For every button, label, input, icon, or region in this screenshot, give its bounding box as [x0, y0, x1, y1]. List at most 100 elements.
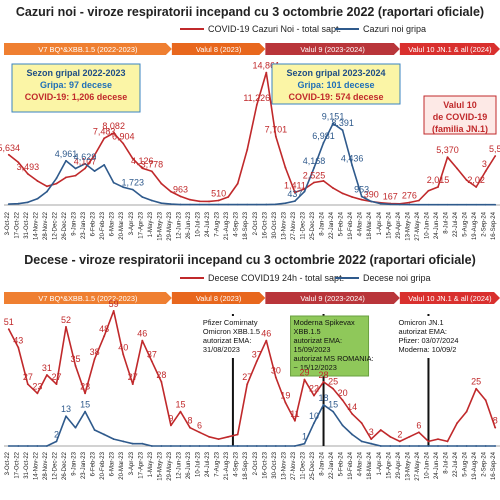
data-point-0 [255, 104, 258, 106]
x-tick-label: 2-Oct-23 [253, 211, 259, 235]
series-line-1 [8, 404, 496, 447]
data-point-1 [274, 203, 277, 206]
x-tick-label: 22-Jul-24 [453, 211, 459, 237]
data-point-1 [179, 203, 182, 206]
data-point-1 [131, 188, 134, 191]
data-point-1 [103, 433, 106, 436]
x-tick-label: 1-Apr-24 [377, 211, 383, 235]
data-label: 4,107 [74, 156, 97, 166]
data-point-0 [246, 148, 249, 151]
data-point-1 [389, 203, 392, 206]
data-point-0 [456, 422, 458, 424]
data-label: 11 [290, 409, 299, 419]
data-point-0 [7, 328, 10, 331]
legend-label: Decese COVID19 24h - total sapt. [208, 273, 344, 283]
period-label: Valul 8 (2023) [196, 45, 241, 54]
callout-text: Gripa: 97 decese [40, 80, 112, 90]
event-text: Moderna Spikevax [294, 318, 356, 327]
data-point-0 [189, 426, 191, 429]
data-point-0 [294, 419, 296, 422]
data-label: 30 [271, 365, 281, 375]
data-label: 48 [99, 324, 109, 334]
x-tick-label: 9-Jan-23 [72, 451, 78, 475]
data-point-1 [408, 445, 411, 447]
data-label: 8,082 [102, 121, 125, 131]
data-point-1 [389, 445, 392, 447]
data-label: 8 [493, 416, 498, 426]
event-text: Pfizer: 03/07/2024 [398, 336, 458, 345]
data-point-0 [475, 387, 478, 390]
data-label: 3 [369, 427, 374, 437]
x-tick-label: 27-May-24 [415, 211, 421, 240]
data-label: 5,634 [0, 143, 20, 153]
x-tick-label: 6-Feb-23 [91, 451, 97, 476]
data-point-0 [456, 167, 458, 170]
event-text: autorizat EMA: [294, 336, 342, 345]
period-band [399, 43, 500, 55]
data-point-1 [112, 438, 115, 441]
x-tick-label: 23-Jan-23 [81, 211, 87, 239]
data-point-0 [36, 392, 39, 395]
event-text: 31/08/2023 [203, 345, 240, 354]
x-tick-label: 17-Oct-22 [14, 451, 20, 478]
data-label: 1,723 [122, 178, 145, 188]
data-point-0 [74, 364, 77, 367]
data-point-0 [351, 413, 354, 415]
x-tick-label: 6-Mar-23 [110, 451, 116, 476]
data-point-1 [217, 445, 220, 447]
event-text: autorizat EMA: [398, 327, 446, 336]
chart-title: Cazuri noi - viroze respiratorii incepan… [16, 5, 484, 19]
data-point-0 [408, 201, 411, 204]
data-point-1 [360, 440, 363, 443]
data-point-0 [131, 157, 134, 160]
x-tick-label: 15-May-23 [157, 451, 163, 480]
data-point-0 [65, 326, 67, 328]
data-point-0 [408, 435, 411, 438]
data-point-0 [494, 426, 497, 429]
x-tick-label: 3-Apr-23 [129, 211, 135, 235]
x-tick-label: 30-Oct-23 [272, 451, 278, 478]
data-point-1 [446, 445, 449, 447]
data-point-0 [55, 182, 58, 185]
x-tick-label: 4-Sep-23 [234, 211, 240, 236]
data-point-0 [160, 182, 163, 185]
data-point-0 [465, 179, 468, 181]
data-point-1 [341, 129, 344, 132]
x-tick-label: 17-Apr-23 [138, 211, 144, 238]
x-tick-label: 7-Aug-23 [215, 451, 221, 476]
data-point-1 [236, 203, 239, 206]
data-point-0 [131, 383, 134, 386]
x-tick-label: 5-Feb-24 [339, 451, 345, 476]
data-point-0 [26, 172, 29, 175]
data-point-0 [446, 156, 449, 159]
data-label: 2,015 [427, 175, 450, 185]
event-box [290, 315, 370, 377]
legend-label: Cazuri noi gripa [363, 24, 426, 34]
data-label: 9 [168, 413, 173, 423]
data-point-1 [93, 170, 96, 173]
chart-title: Decese - viroze respiratorii incepand cu… [24, 253, 476, 267]
data-point-0 [332, 387, 334, 390]
data-point-1 [131, 442, 134, 445]
data-point-1 [408, 203, 411, 206]
x-tick-label: 24-Jul-23 [205, 451, 211, 477]
data-point-0 [217, 199, 220, 202]
period-band [4, 43, 172, 55]
x-tick-label: 12-Jun-23 [176, 451, 182, 479]
data-label: 953 [354, 185, 369, 195]
data-point-0 [427, 189, 430, 192]
x-tick-label: 16-Sep-24 [491, 451, 497, 480]
data-label: 6 [416, 420, 421, 430]
data-point-1 [351, 433, 354, 436]
data-label: 5,370 [436, 145, 459, 155]
data-point-1 [284, 445, 287, 447]
data-point-0 [322, 180, 325, 182]
x-tick-label: 19-Feb-24 [348, 451, 354, 479]
x-tick-label: 18-Mar-24 [367, 451, 373, 479]
data-point-0 [179, 410, 182, 413]
x-tick-label: 17-Oct-22 [14, 211, 20, 238]
series-line-1 [8, 122, 496, 206]
x-tick-label: 16-Oct-23 [262, 211, 268, 238]
data-point-1 [103, 164, 106, 166]
